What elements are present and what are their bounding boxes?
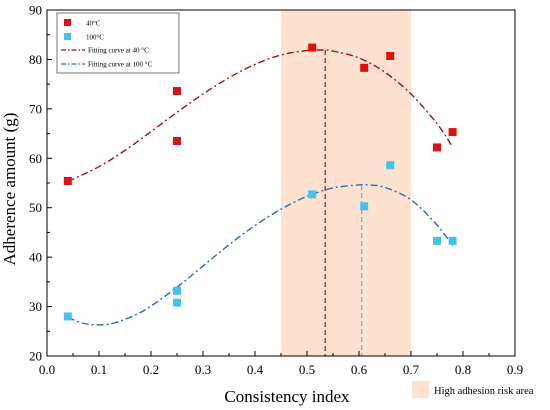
risk-area-band — [281, 10, 411, 356]
point-s0-0 — [63, 177, 72, 186]
point-s1-0 — [63, 312, 72, 321]
point-s1-7 — [448, 236, 457, 245]
y-tick-label-0: 20 — [29, 349, 42, 364]
legend-marker-100c — [64, 33, 71, 40]
legend-label-40c: 40°C — [86, 20, 101, 28]
point-s1-5 — [386, 161, 395, 170]
legend-box — [56, 12, 180, 74]
y-tick-label-6: 80 — [29, 52, 42, 67]
x-tick-label-3: 0.3 — [195, 362, 211, 377]
x-tick-label-6: 0.6 — [351, 362, 368, 377]
point-s0-2 — [173, 136, 181, 145]
point-s1-3 — [308, 190, 317, 199]
y-axis-label: Adherence amount (g) — [0, 113, 19, 266]
x-tick-label-8: 0.8 — [455, 362, 471, 377]
point-s0-6 — [433, 143, 441, 152]
legend: 40°C 100°C Fitting curve at 40 °C Fittin… — [56, 12, 180, 74]
point-s0-4 — [360, 63, 369, 72]
legend-label-100c: 100°C — [86, 34, 104, 42]
y-tick-label-3: 50 — [29, 200, 42, 215]
y-tick-label-1: 30 — [29, 299, 42, 314]
point-s0-7 — [448, 128, 457, 137]
x-tick-label-2: 0.2 — [143, 362, 159, 377]
point-s1-2 — [173, 298, 181, 307]
x-tick-label-1: 0.1 — [91, 362, 107, 377]
risk-area-legend-label: High adhesion risk area — [434, 386, 534, 397]
point-s0-3 — [308, 43, 317, 52]
x-tick-label-9: 0.9 — [507, 362, 523, 377]
point-s0-1 — [173, 87, 181, 96]
y-tick-label-2: 40 — [29, 250, 42, 265]
y-tick-label-5: 70 — [29, 101, 42, 116]
x-axis-label: Consistency index — [224, 387, 350, 406]
x-tick-label-0: 0.0 — [39, 362, 55, 377]
y-tick-label-4: 60 — [29, 151, 42, 166]
legend-marker-40c — [64, 19, 71, 26]
legend-label-fit-40c: Fitting curve at 40 °C — [88, 47, 149, 55]
y-tick-label-7: 90 — [29, 3, 42, 18]
x-tick-label-4: 0.4 — [247, 362, 264, 377]
legend-label-fit-100c: Fitting curve at 100 °C — [88, 61, 153, 69]
x-tick-label-7: 0.7 — [403, 362, 420, 377]
x-tick-label-5: 0.5 — [299, 362, 315, 377]
risk-area-legend-swatch — [412, 381, 429, 398]
point-s1-4 — [360, 202, 369, 211]
fit-curve-3 — [67, 183, 454, 326]
point-s1-1 — [173, 286, 181, 295]
point-s0-5 — [386, 51, 395, 60]
point-s1-6 — [433, 236, 441, 245]
